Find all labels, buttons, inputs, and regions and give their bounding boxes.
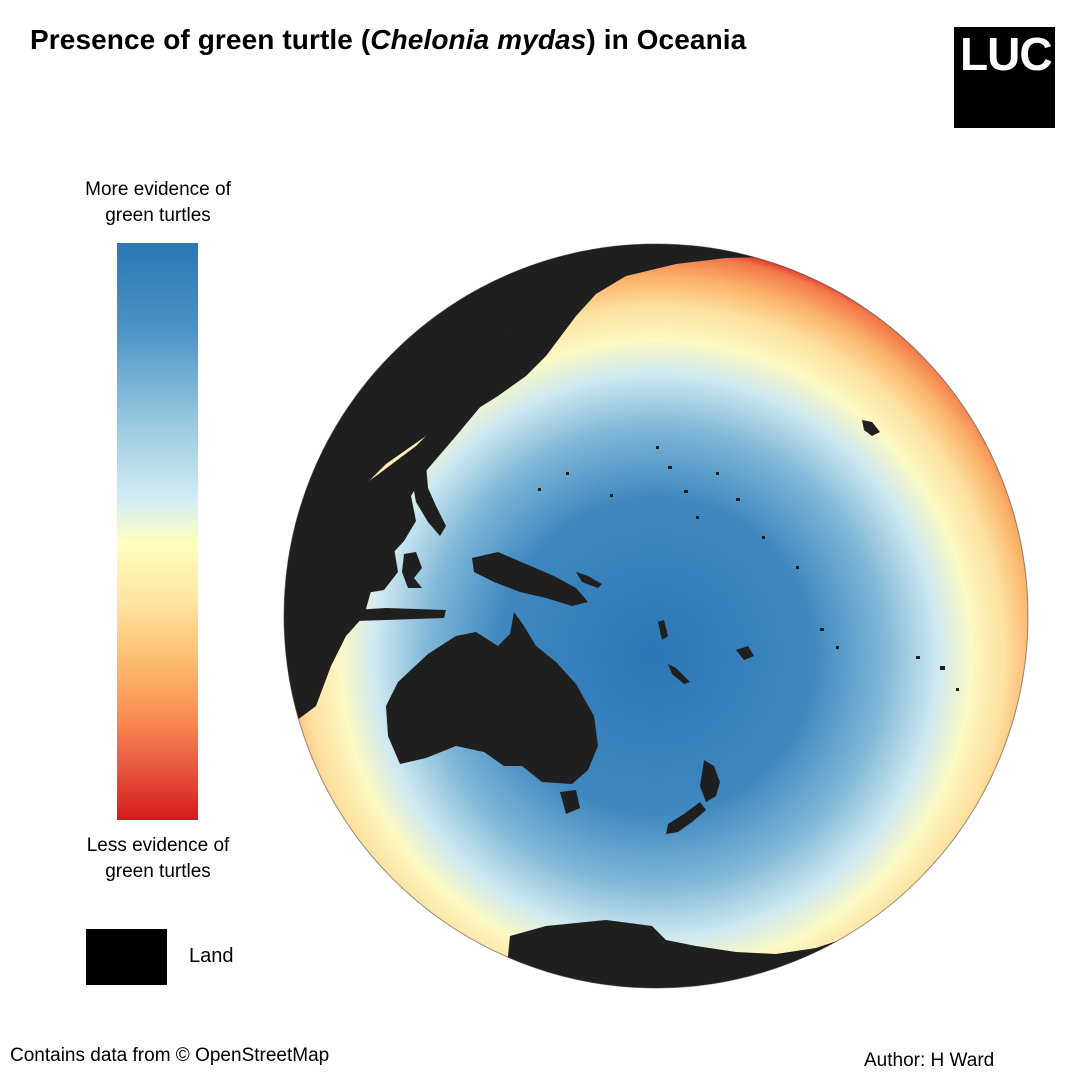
landmass-indochina bbox=[296, 546, 354, 676]
landmass-philippines bbox=[412, 462, 446, 536]
legend-bottom-label: Less evidence of green turtles bbox=[86, 835, 230, 882]
legend-top-label: More evidence of green turtles bbox=[85, 179, 231, 226]
landmass-fiji bbox=[736, 646, 754, 660]
landmass-japan bbox=[490, 284, 588, 376]
landmass-north-asia bbox=[284, 244, 1028, 536]
title-species: Chelonia mydas bbox=[370, 24, 587, 55]
landmass-korea bbox=[482, 308, 512, 362]
globe-map bbox=[283, 243, 1029, 989]
land-label: Land bbox=[189, 945, 234, 967]
attribution: Contains data from © OpenStreetMap bbox=[10, 1045, 330, 1066]
author-credit: Author: H Ward bbox=[864, 1050, 995, 1071]
landmass-sulawesi bbox=[402, 552, 422, 588]
globe-outline bbox=[283, 243, 1029, 989]
landmass-tasmania bbox=[560, 790, 580, 814]
landmass-australia bbox=[386, 612, 598, 784]
luc-logo: LUC bbox=[954, 27, 1055, 128]
ocean-surface bbox=[284, 244, 1028, 988]
landmass-new-zealand-south bbox=[666, 802, 706, 834]
landmass-sumatra bbox=[284, 582, 322, 620]
landmass-new-zealand-north bbox=[700, 760, 720, 802]
page-title: Presence of green turtle (Chelonia mydas… bbox=[30, 24, 746, 56]
logo-text: LUC bbox=[960, 28, 1053, 80]
land-swatch bbox=[86, 929, 167, 985]
landmass-vanuatu bbox=[658, 620, 668, 640]
landmass-hawaii bbox=[862, 420, 880, 436]
landmass-solomon-islands bbox=[576, 572, 602, 588]
landmass-borneo bbox=[346, 540, 398, 594]
landmass-hokkaido bbox=[586, 264, 608, 284]
landmass-java bbox=[322, 608, 446, 622]
title-suffix: ) in Oceania bbox=[586, 24, 747, 55]
title-prefix: Presence of green turtle ( bbox=[30, 24, 371, 55]
landmass-new-guinea bbox=[472, 552, 588, 606]
legend-color-ramp bbox=[117, 243, 198, 820]
landmass-taiwan bbox=[426, 442, 436, 462]
landmass-new-caledonia bbox=[668, 664, 690, 684]
